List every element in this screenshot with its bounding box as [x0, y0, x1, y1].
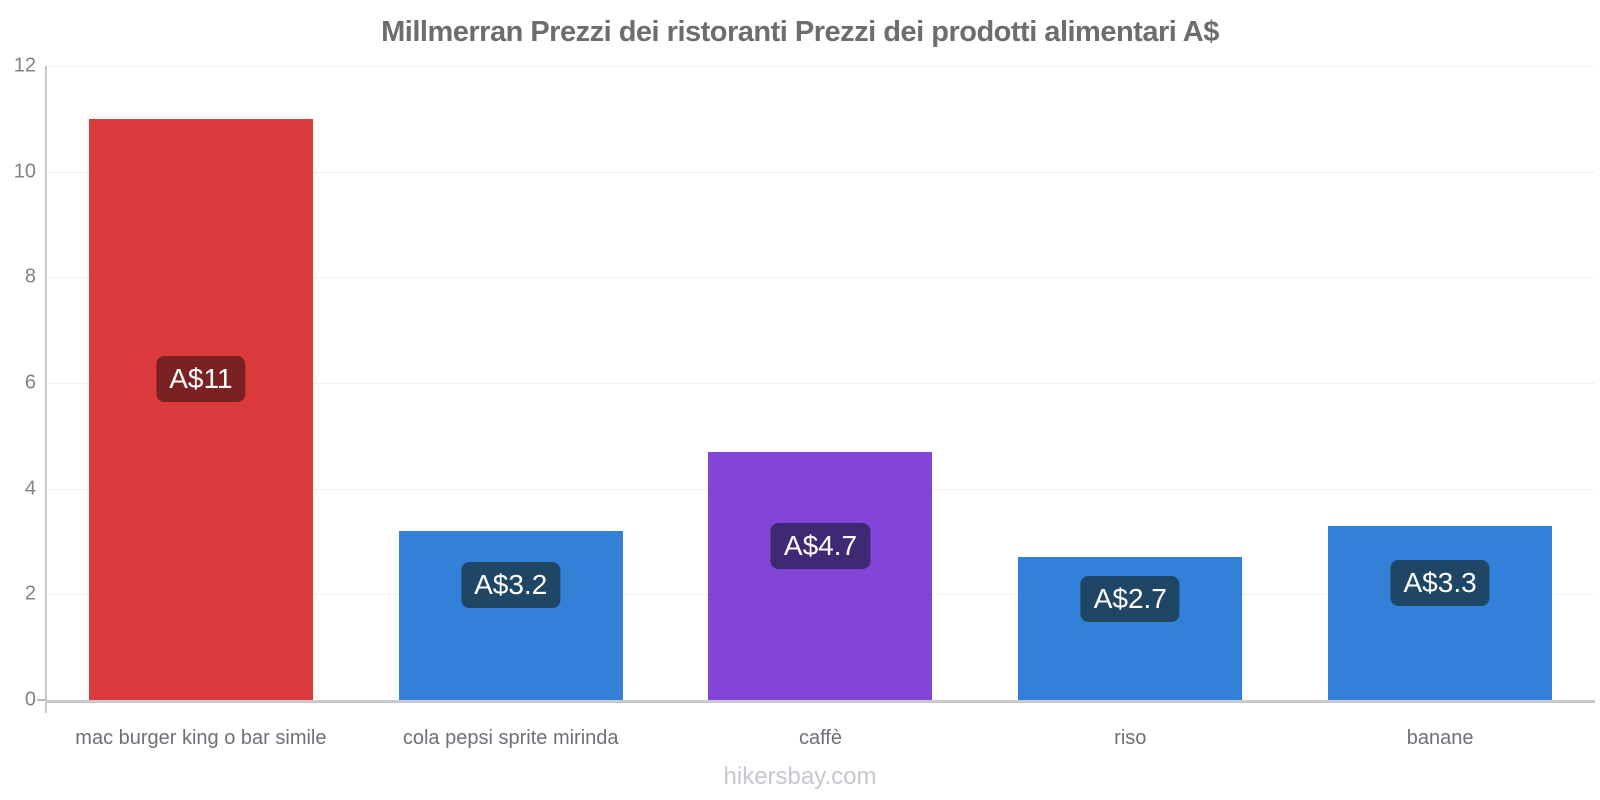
y-tick-label-6: 6 [24, 371, 36, 394]
plot-area: 0 2 4 6 8 10 12 A$11 A$3.2 A$4.7 A$2.7 A$3.3 mac b… [14, 55, 1595, 749]
gridline-12 [46, 66, 1595, 67]
y-tick-label-2: 2 [24, 582, 36, 605]
value-label-1: A$11 [156, 356, 246, 403]
chart-title: Millmerran Prezzi dei ristoranti Prezzi … [381, 16, 1219, 48]
bar-2: A$3.2 [398, 530, 623, 700]
value-label-5: A$3.3 [1390, 559, 1490, 606]
y-tick-label-12: 12 [13, 54, 36, 77]
bar-4: A$2.7 [1018, 557, 1243, 700]
x-label-2: cola pepsi sprite mirinda [402, 727, 619, 749]
watermark: hikersbay.com [723, 763, 877, 790]
y-tick-label-0: 0 [24, 688, 36, 711]
x-label-4: riso [1114, 727, 1147, 749]
bar-slot-2: A$3.2 [356, 66, 666, 700]
x-label-1: mac burger king o bar simile [75, 727, 327, 749]
x-label-3: caffè [798, 727, 842, 749]
bar-5: A$3.3 [1328, 525, 1553, 700]
bar-3: A$4.7 [708, 451, 933, 700]
value-label-4: A$2.7 [1080, 575, 1180, 622]
bar-slot-1: A$11 [46, 66, 356, 700]
value-label-3: A$4.7 [770, 522, 871, 569]
gridline-8 [46, 277, 1595, 279]
x-axis-line [45, 700, 1595, 703]
bar-slot-5: A$3.3 [1285, 66, 1595, 700]
y-tick-label-4: 4 [24, 477, 36, 500]
bar-slot-3: A$4.7 [666, 66, 976, 700]
y-axis-zero-tick [37, 699, 46, 701]
gridline-6 [46, 383, 1595, 384]
y-axis-line [45, 66, 47, 713]
value-label-2: A$3.2 [461, 562, 561, 609]
y-tick-label-8: 8 [24, 265, 36, 288]
gridline-10 [46, 171, 1595, 173]
x-axis-labels: mac burger king o bar simile cola pepsi s… [46, 727, 1595, 750]
bar-1: A$11 [88, 118, 313, 700]
bar-series: A$11 A$3.2 A$4.7 A$2.7 A$3.3 [46, 66, 1595, 700]
bar-slot-4: A$2.7 [975, 66, 1285, 700]
x-label-5: banane [1406, 727, 1474, 749]
y-tick-label-10: 10 [13, 160, 36, 183]
